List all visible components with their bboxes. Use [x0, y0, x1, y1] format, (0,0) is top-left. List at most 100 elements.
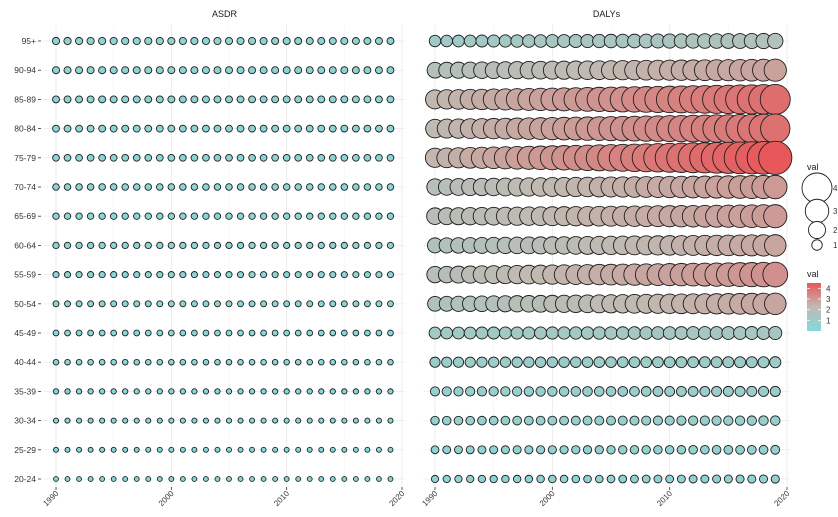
data-point — [559, 445, 569, 455]
data-point — [260, 476, 267, 482]
data-point — [629, 445, 640, 455]
data-point — [271, 37, 280, 45]
data-point — [75, 241, 83, 250]
data-point — [363, 124, 372, 133]
data-point — [110, 388, 117, 395]
data-point — [305, 95, 314, 104]
data-point — [305, 66, 314, 75]
data-point — [500, 386, 511, 397]
data-point — [676, 474, 686, 484]
data-point — [214, 329, 221, 337]
data-point — [75, 95, 84, 104]
data-point — [363, 153, 372, 162]
data-point — [641, 445, 651, 455]
data-point — [340, 212, 348, 220]
data-point — [386, 124, 395, 133]
data-point — [364, 358, 371, 366]
data-point — [295, 446, 302, 453]
size-legend-label: 1 — [833, 241, 838, 250]
data-point — [282, 66, 291, 75]
data-point — [282, 183, 291, 191]
data-point — [571, 445, 581, 455]
data-point — [99, 476, 106, 482]
data-point — [109, 183, 118, 191]
data-point — [522, 326, 536, 340]
data-point — [64, 446, 71, 453]
data-point — [64, 329, 71, 337]
data-point — [762, 261, 789, 288]
data-point — [53, 476, 59, 482]
data-point — [477, 415, 487, 426]
data-point — [463, 34, 477, 48]
data-point — [375, 388, 383, 395]
data-point — [260, 329, 267, 337]
data-point — [98, 358, 106, 366]
data-point — [271, 124, 279, 133]
data-point — [191, 446, 198, 453]
data-point — [318, 358, 325, 366]
data-point — [75, 388, 83, 395]
data-point — [75, 212, 83, 220]
data-point — [76, 417, 83, 424]
data-point — [340, 37, 349, 45]
panel-titles: ASDR DALYs — [212, 9, 621, 19]
data-point — [441, 386, 452, 397]
data-point — [76, 446, 83, 453]
y-tick-label: 70-74 — [14, 182, 36, 192]
data-point — [225, 329, 233, 337]
data-point — [109, 153, 118, 162]
data-point — [98, 153, 106, 162]
data-point — [723, 474, 733, 484]
data-point — [283, 212, 291, 220]
data-point — [271, 329, 279, 337]
data-point — [329, 476, 336, 482]
data-point — [593, 386, 605, 397]
data-point — [675, 356, 688, 369]
data-point — [363, 95, 372, 104]
x-tick-label: 1990 — [420, 489, 439, 508]
data-point — [86, 183, 95, 191]
data-point — [675, 385, 687, 397]
data-point — [75, 36, 84, 46]
data-point — [167, 153, 176, 162]
data-point — [224, 36, 234, 46]
data-point — [271, 212, 279, 220]
data-point — [375, 446, 382, 453]
data-point — [568, 34, 583, 48]
data-point — [352, 241, 360, 249]
data-point — [652, 386, 664, 397]
data-point — [167, 95, 176, 104]
data-point — [179, 388, 186, 395]
data-point — [75, 271, 83, 279]
data-point — [375, 153, 383, 162]
data-point — [167, 271, 175, 279]
data-point — [375, 300, 383, 308]
data-point — [570, 386, 582, 397]
data-point — [294, 124, 303, 133]
x-tick-label: 2000 — [538, 489, 557, 508]
data-point — [363, 37, 372, 45]
data-point — [76, 476, 82, 482]
data-point — [132, 153, 141, 162]
data-point — [236, 153, 245, 162]
data-point — [99, 446, 106, 453]
data-point — [769, 356, 782, 369]
data-point — [87, 300, 95, 308]
data-point — [191, 358, 198, 366]
data-point — [121, 36, 130, 46]
data-point — [225, 124, 233, 133]
data-point — [734, 415, 746, 426]
data-point — [121, 183, 129, 191]
data-point — [110, 446, 117, 453]
data-point — [248, 95, 256, 104]
data-point — [757, 356, 770, 369]
data-point — [213, 95, 222, 104]
data-point — [341, 417, 348, 424]
data-point — [328, 95, 337, 104]
data-point — [363, 300, 371, 308]
data-point — [144, 271, 152, 279]
data-point — [488, 356, 500, 368]
data-point — [168, 358, 175, 366]
data-point — [213, 271, 222, 279]
data-point — [75, 183, 83, 191]
